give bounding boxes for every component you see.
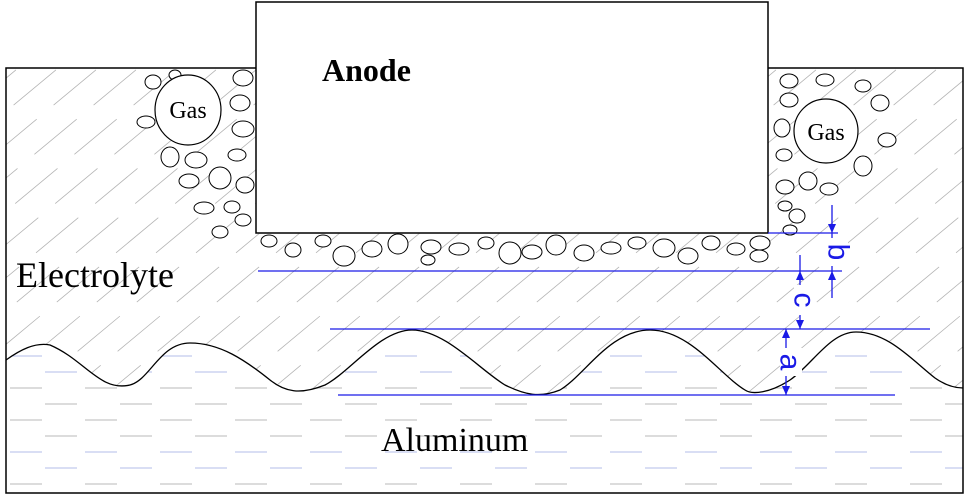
- gas-label-left: Gas: [169, 98, 206, 124]
- arrowhead: [828, 224, 836, 233]
- gas-bubble-left: [154, 74, 222, 146]
- metal-electrolyte-interface-wave: [5, 329, 964, 396]
- small-gas-bubble: [332, 245, 356, 267]
- hatch-line: [619, 68, 963, 395]
- small-gas-bubble: [477, 236, 495, 250]
- label-b-background: [826, 238, 848, 266]
- small-gas-bubble: [178, 173, 200, 189]
- hatch-line: [779, 68, 963, 395]
- small-gas-bubble: [284, 242, 302, 258]
- arrowhead: [796, 271, 804, 280]
- small-gas-bubble: [227, 148, 247, 162]
- aluminum-label: Aluminum: [381, 422, 528, 459]
- small-gas-bubble: [779, 92, 799, 108]
- arrowhead: [782, 386, 790, 395]
- hatch-line: [299, 68, 901, 395]
- small-gas-bubble: [208, 166, 232, 190]
- hatch-line: [579, 68, 963, 395]
- small-gas-bubble: [749, 249, 769, 263]
- small-gas-bubble: [420, 239, 442, 255]
- hatch-line: [339, 68, 941, 395]
- gas-bubble-right: [793, 98, 859, 164]
- small-gas-bubble: [573, 244, 595, 262]
- small-gas-bubble: [223, 200, 241, 214]
- dimension-a-label: a: [774, 354, 807, 371]
- label-a-background: [780, 348, 802, 376]
- small-gas-bubble: [232, 69, 254, 87]
- gas-bubbles: [136, 69, 897, 267]
- small-gas-bubble: [677, 247, 699, 265]
- small-gas-bubble: [314, 234, 332, 248]
- hatch-line: [899, 68, 963, 395]
- small-gas-bubble: [448, 242, 470, 256]
- small-gas-bubble: [726, 242, 746, 256]
- hatch-line: [499, 68, 963, 395]
- small-gas-bubble: [749, 235, 771, 251]
- dimension-c-label: c: [788, 293, 821, 308]
- aluminum-dash-pattern: [10, 355, 963, 485]
- small-gas-bubble: [652, 238, 676, 258]
- hatch-line: [419, 68, 963, 395]
- small-gas-bubble: [498, 241, 522, 265]
- anode-label: Anode: [322, 52, 411, 88]
- small-gas-bubble: [853, 155, 873, 177]
- arrowhead: [796, 320, 804, 329]
- small-gas-bubble: [773, 118, 791, 138]
- arrowhead: [828, 271, 836, 280]
- small-gas-bubble: [775, 148, 793, 162]
- small-gas-bubble: [815, 73, 835, 87]
- small-gas-bubble: [600, 241, 622, 255]
- small-gas-bubble: [231, 120, 255, 138]
- hatch-line: [859, 68, 963, 395]
- hatch-line: [659, 68, 963, 395]
- small-gas-bubble: [160, 146, 180, 168]
- small-gas-bubble: [420, 254, 436, 266]
- hatch-line: [939, 68, 963, 395]
- small-gas-bubble: [798, 171, 818, 191]
- small-gas-bubble: [136, 115, 156, 129]
- small-gas-bubble: [627, 236, 647, 250]
- hatch-line: [6, 68, 301, 395]
- small-gas-bubble: [387, 233, 409, 255]
- small-gas-bubble: [545, 234, 567, 256]
- small-gas-bubble: [788, 208, 806, 224]
- hatch-line: [6, 68, 141, 395]
- small-gas-bubble: [777, 200, 793, 212]
- small-gas-bubble: [260, 234, 278, 248]
- small-gas-bubble: [361, 240, 383, 258]
- electrolyte-label: Electrolyte: [16, 255, 174, 295]
- small-gas-bubble: [877, 132, 897, 148]
- anode-block: [255, 1, 769, 234]
- small-gas-bubble: [870, 94, 890, 112]
- small-gas-bubble: [854, 79, 872, 93]
- label-c-background: [794, 285, 816, 315]
- small-gas-bubble: [775, 179, 795, 195]
- small-gas-bubble: [229, 94, 251, 112]
- hatch-line: [6, 68, 221, 395]
- dimension-b-label: b: [822, 244, 855, 261]
- gas-label-right: Gas: [807, 120, 844, 146]
- small-gas-bubble: [819, 182, 839, 196]
- small-gas-bubble: [211, 225, 229, 239]
- hatch-line: [379, 68, 963, 395]
- small-gas-bubble: [234, 213, 252, 227]
- small-gas-bubble: [701, 235, 721, 251]
- small-gas-bubble: [521, 244, 543, 260]
- dimension-arrowheads: [782, 224, 836, 395]
- small-gas-bubble: [144, 74, 162, 90]
- small-gas-bubble: [193, 201, 215, 215]
- hatch-line: [6, 68, 181, 395]
- small-gas-bubble: [184, 151, 208, 169]
- small-gas-bubble: [235, 176, 255, 194]
- arrowhead: [782, 329, 790, 338]
- small-gas-bubble: [779, 73, 799, 89]
